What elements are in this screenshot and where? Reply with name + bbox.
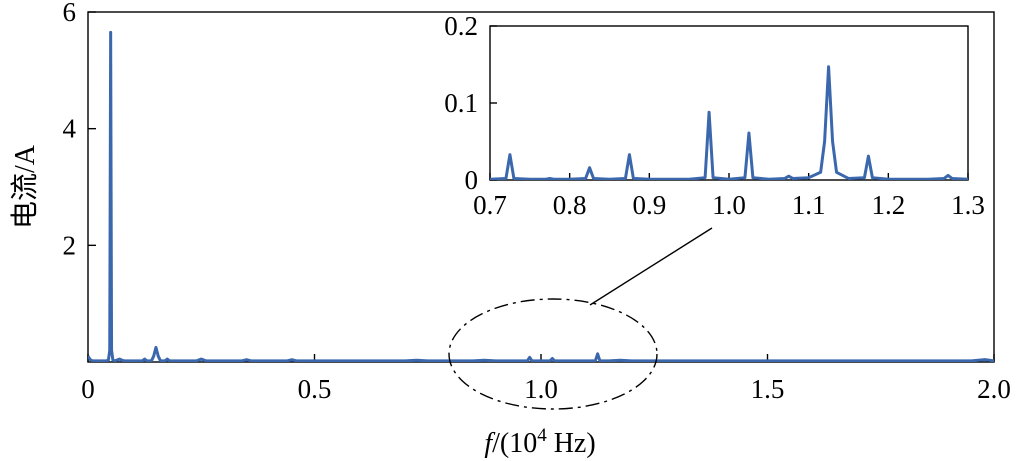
- inset-x-tick-label: 1.3: [951, 190, 985, 220]
- inset-x-tick-label: 1.2: [871, 190, 905, 220]
- zoom-leader-line: [589, 227, 713, 306]
- y-axis-label: 电流/A: [9, 144, 41, 229]
- inset-y-ticks: 0 0.1 0.2: [444, 11, 497, 195]
- zoom-region-ellipse: [448, 298, 658, 410]
- inset-x-tick-label: 0.7: [473, 190, 507, 220]
- inset-y-tick-label: 0.1: [444, 88, 478, 118]
- main-y-ticks: 2 4 6: [63, 0, 96, 260]
- main-x-tick-label: 2.0: [977, 374, 1011, 404]
- main-x-tick-label: 0: [81, 374, 95, 404]
- main-x-tick-label: 0.5: [298, 374, 332, 404]
- main-y-tick-label: 2: [63, 230, 77, 260]
- main-x-tick-label: 1.5: [751, 374, 785, 404]
- x-axis-label: f/(104 Hz): [484, 425, 595, 459]
- main-y-tick-label: 4: [63, 114, 77, 144]
- main-series-line: [88, 30, 994, 362]
- main-x-tick-label: 1.0: [524, 374, 558, 404]
- inset-x-tick-label: 1.1: [792, 190, 826, 220]
- inset-x-tick-label: 1.0: [712, 190, 746, 220]
- inset-y-tick-label: 0: [465, 165, 479, 195]
- inset-plot: 0.7 0.8 0.9 1.0 1.1 1.2 1.3 0 0.1 0.2: [444, 11, 985, 220]
- main-plot: 0 0.5 1.0 1.5 2.0 2 4 6: [63, 0, 1011, 404]
- inset-series-line: [490, 65, 968, 180]
- main-x-ticks: 0 0.5 1.0 1.5 2.0: [81, 354, 1011, 404]
- inset-x-tick-label: 0.8: [553, 190, 587, 220]
- main-y-tick-label: 6: [63, 0, 77, 27]
- inset-x-tick-label: 0.9: [632, 190, 666, 220]
- inset-y-tick-label: 0.2: [444, 11, 478, 41]
- inset-x-ticks: 0.7 0.8 0.9 1.0 1.1 1.2 1.3: [473, 173, 985, 220]
